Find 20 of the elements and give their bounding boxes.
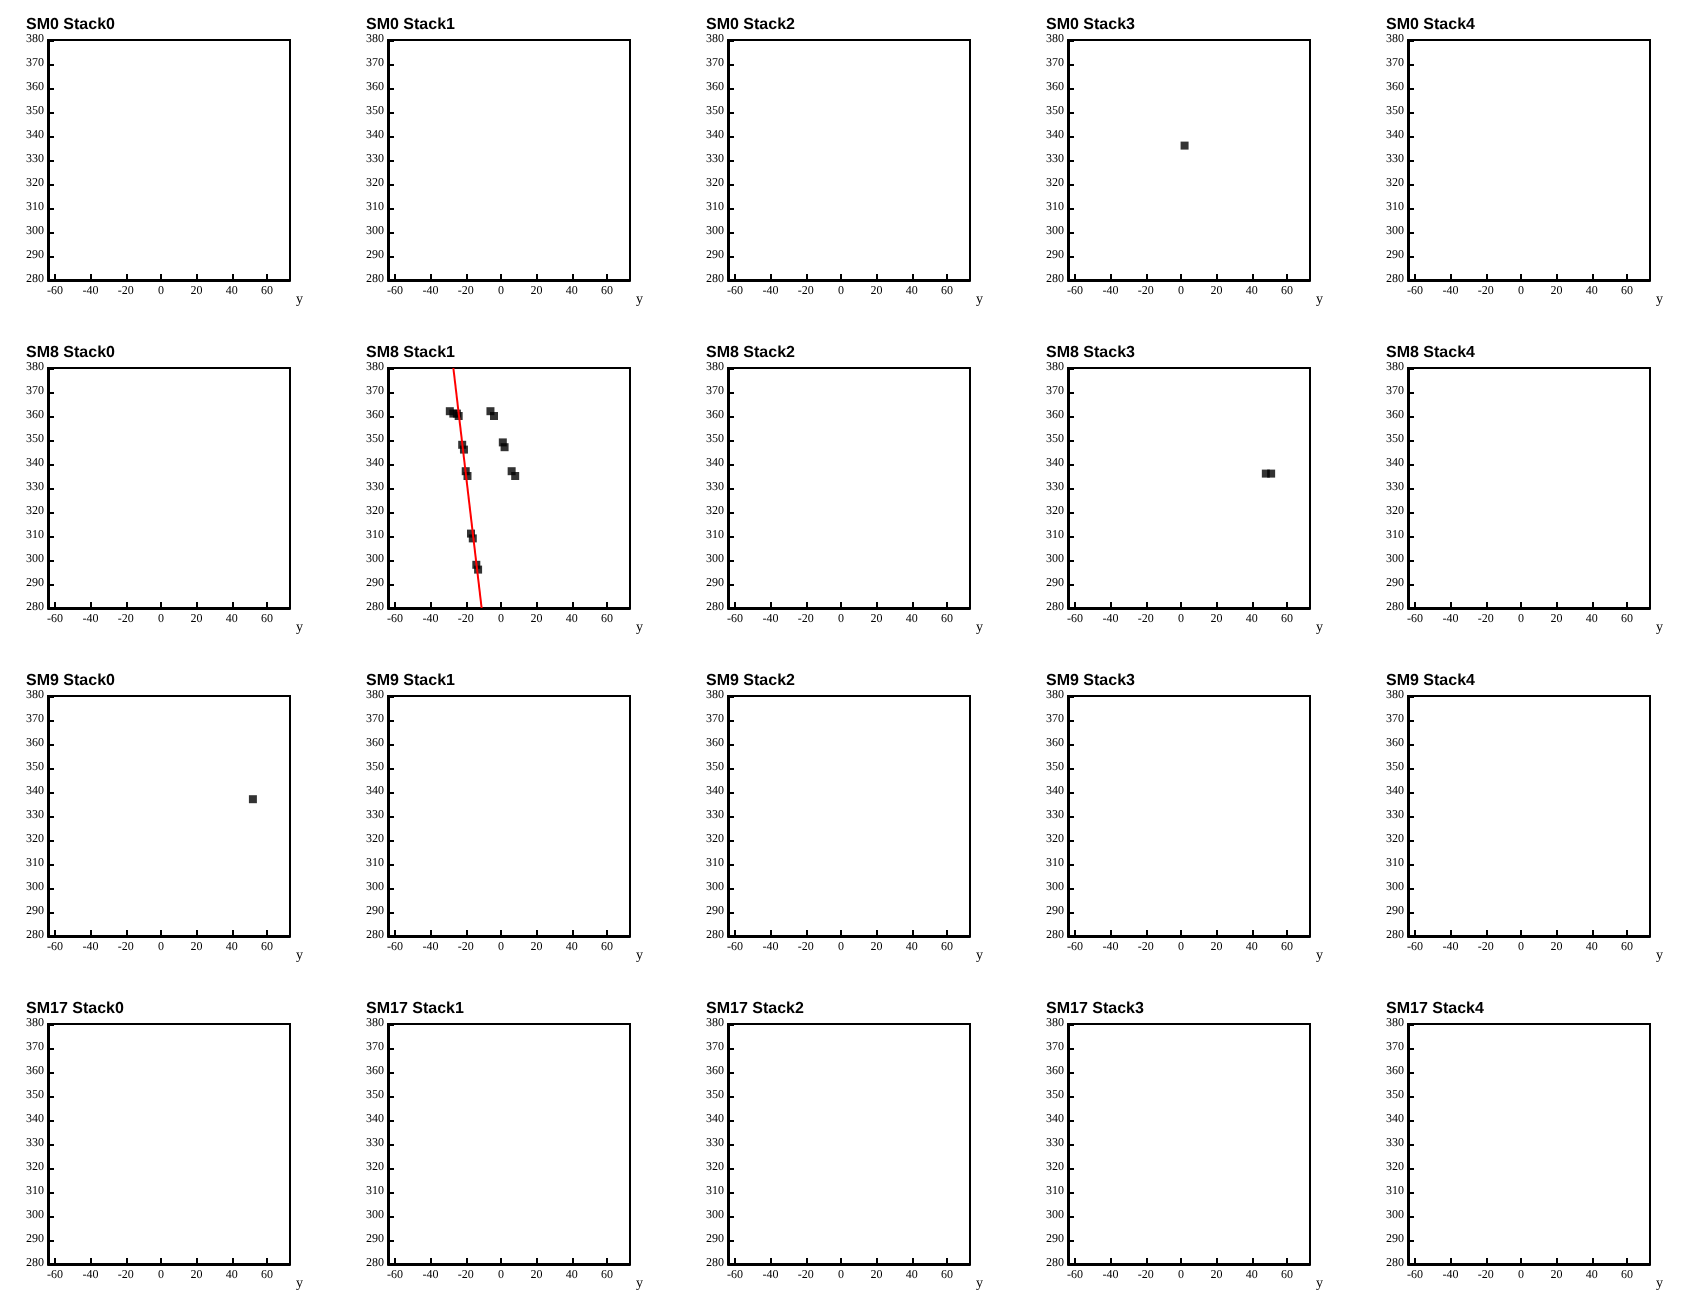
chart-title: SM17 Stack1 [366, 999, 465, 1017]
chart-title: SM8 Stack2 [706, 343, 797, 361]
chart-title: SM17 Stack4 [1386, 999, 1485, 1017]
chart-title: SM9 Stack1 [366, 671, 457, 689]
chart-title: SM0 Stack3 [1046, 15, 1137, 33]
chart-title: SM17 Stack0 [26, 999, 125, 1017]
chart-title: SM0 Stack2 [706, 15, 797, 33]
chart-title: SM8 Stack3 [1046, 343, 1137, 361]
chart-title: SM9 Stack2 [706, 671, 797, 689]
chart-title: SM8 Stack1 [366, 343, 457, 361]
chart-title: SM9 Stack4 [1386, 671, 1477, 689]
chart-title: SM9 Stack0 [26, 671, 117, 689]
chart-title: SM0 Stack1 [366, 15, 457, 33]
chart-title: SM9 Stack3 [1046, 671, 1137, 689]
chart-title: SM0 Stack4 [1386, 15, 1477, 33]
chart-title: SM17 Stack3 [1046, 999, 1145, 1017]
chart-title: SM17 Stack2 [706, 999, 805, 1017]
chart-title: SM8 Stack4 [1386, 343, 1477, 361]
chart-title: SM0 Stack0 [26, 15, 117, 33]
chart-title: SM8 Stack0 [26, 343, 117, 361]
